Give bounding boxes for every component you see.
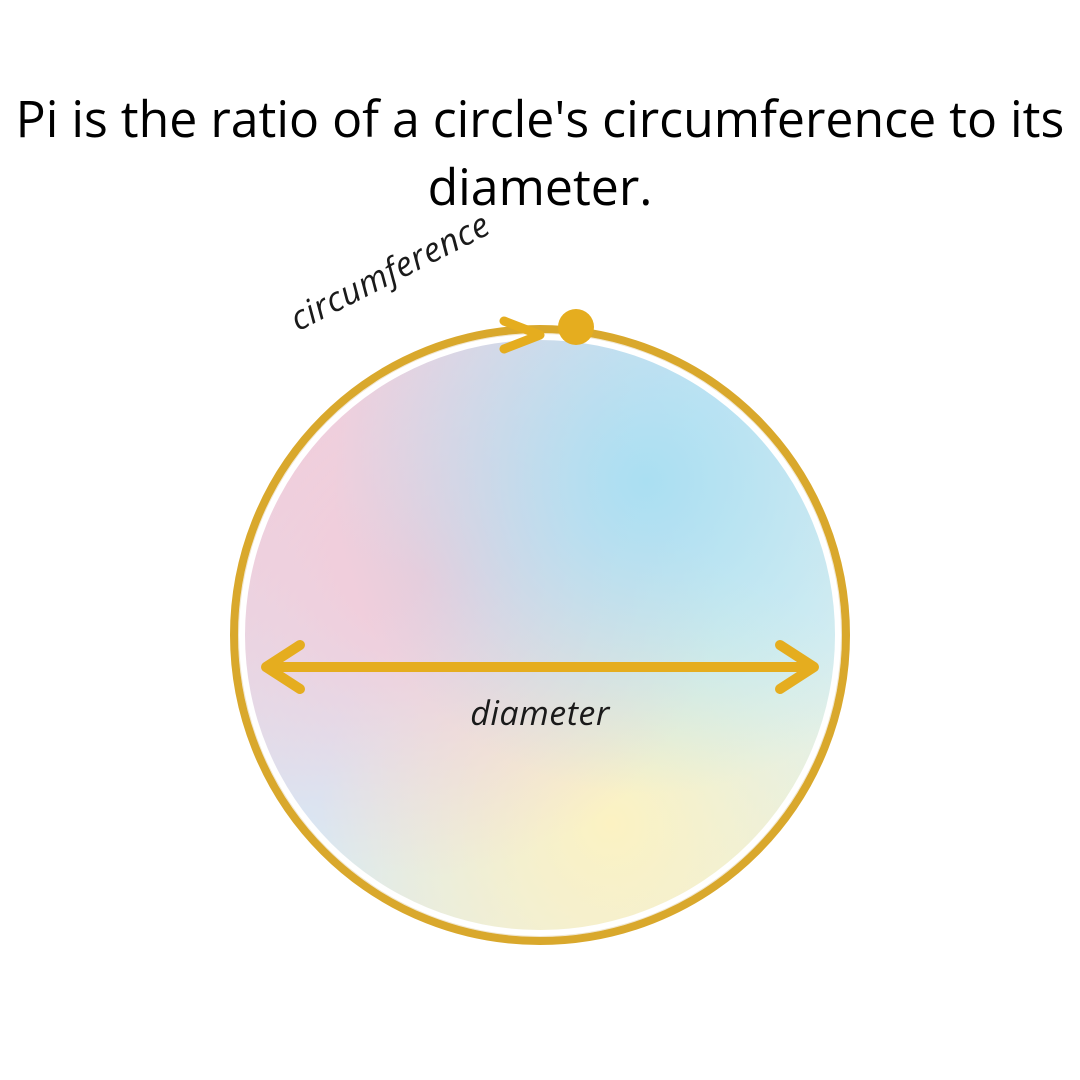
- circumference-dot-icon: [558, 309, 594, 345]
- circle-outline-ring: [230, 325, 850, 945]
- circumference-arrowhead-icon: [496, 315, 552, 360]
- diameter-arrow-icon: [256, 637, 824, 697]
- diameter-label: diameter: [470, 689, 610, 735]
- page-title: Pi is the ratio of a circle's circumfere…: [0, 85, 1080, 220]
- circumference-label: circumference: [282, 200, 497, 340]
- pi-circle-diagram: circumference diameter: [220, 315, 860, 955]
